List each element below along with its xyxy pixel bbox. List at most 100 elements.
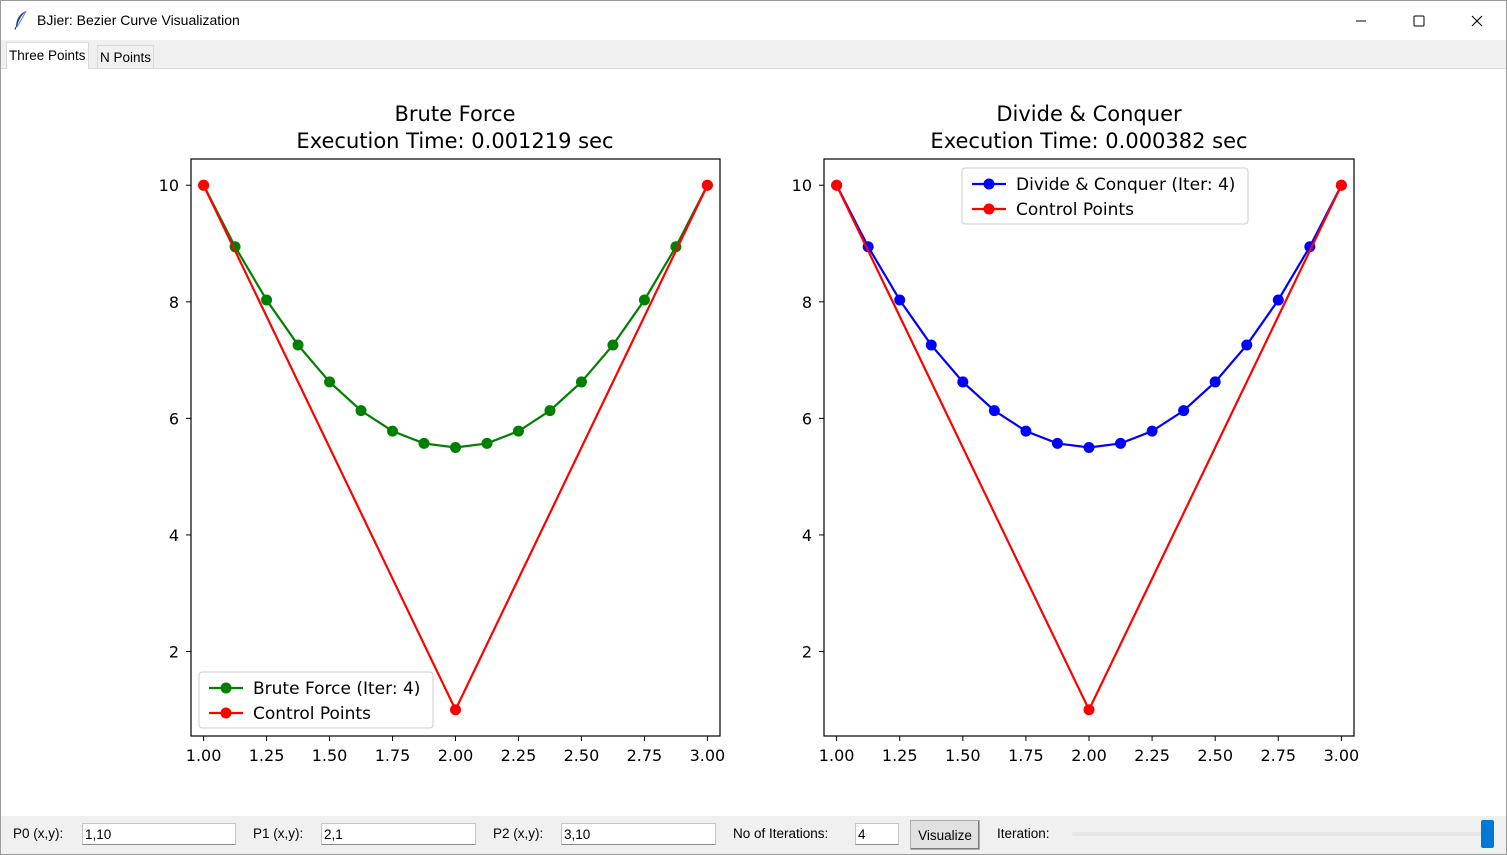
data-point xyxy=(1051,437,1063,449)
data-point xyxy=(481,437,493,449)
maximize-button[interactable] xyxy=(1390,1,1448,40)
close-icon xyxy=(1471,15,1483,26)
data-point xyxy=(1083,704,1095,716)
plots-svg: Brute Force Execution Time: 0.001219 sec 1… xyxy=(159,102,1360,765)
x-tick-label: 1.50 xyxy=(945,746,981,765)
series-control-points xyxy=(198,179,713,716)
plot-canvas-area: Brute Force Execution Time: 0.001219 sec 1… xyxy=(1,69,1506,816)
p2-label: P2 (x,y): xyxy=(493,826,544,841)
x-tick-label: 1.25 xyxy=(882,746,918,765)
p0-input[interactable] xyxy=(82,823,236,845)
data-point xyxy=(701,179,713,191)
data-point xyxy=(324,376,336,388)
chart-brute-force: Brute Force Execution Time: 0.001219 sec 1… xyxy=(159,102,726,765)
iterations-label: No of Iterations: xyxy=(733,826,829,841)
data-point xyxy=(292,339,304,351)
data-point xyxy=(957,376,969,388)
data-point xyxy=(418,437,430,449)
series-control-points xyxy=(831,179,1347,716)
chart-title: Brute Force xyxy=(395,102,516,126)
chart-title: Divide & Conquer xyxy=(996,102,1182,126)
x-tick-label: 2.00 xyxy=(1071,746,1107,765)
control-bar: P0 (x,y): P1 (x,y): P2 (x,y): No of Iter… xyxy=(1,816,1506,854)
legend-label: Control Points xyxy=(253,704,371,724)
x-tick-label: 1.00 xyxy=(819,746,855,765)
close-button[interactable] xyxy=(1448,1,1506,40)
title-bar[interactable]: BJier: Bezier Curve Visualization xyxy=(1,1,1506,40)
x-tick-label: 2.25 xyxy=(501,746,537,765)
iterations-input[interactable] xyxy=(855,823,899,845)
data-point xyxy=(512,425,524,437)
tab-bar: Three Points N Points xyxy=(1,40,1506,69)
p0-label: P0 (x,y): xyxy=(13,826,64,841)
p1-label: P1 (x,y): xyxy=(253,826,304,841)
data-point xyxy=(450,442,461,453)
x-tick-label: 2.75 xyxy=(627,746,663,765)
chart-subtitle: Execution Time: 0.001219 sec xyxy=(296,129,613,153)
x-tick-label: 2.25 xyxy=(1134,746,1170,765)
data-point xyxy=(1146,425,1158,437)
data-point xyxy=(544,405,556,417)
legend-marker xyxy=(983,178,995,190)
data-point xyxy=(1083,442,1095,453)
x-tick-label: 1.50 xyxy=(312,746,348,765)
series-line xyxy=(202,184,709,449)
y-tick-label: 6 xyxy=(169,409,179,428)
tab-n-points[interactable]: N Points xyxy=(97,45,155,68)
y-tick-label: 8 xyxy=(802,293,812,312)
legend-marker xyxy=(220,682,232,694)
legend-box xyxy=(198,671,434,729)
x-tick-label: 2.50 xyxy=(1197,746,1233,765)
legend-marker xyxy=(983,203,995,215)
legend-box xyxy=(961,167,1249,225)
data-point xyxy=(1178,405,1190,417)
data-point xyxy=(894,294,906,306)
x-tick-label: 1.25 xyxy=(249,746,285,765)
legend: Brute Force (Iter: 4) Control Points xyxy=(198,671,434,729)
maximize-icon xyxy=(1413,15,1425,26)
legend: Divide & Conquer (Iter: 4) Control Points xyxy=(961,167,1249,225)
y-tick-label: 6 xyxy=(802,409,812,428)
y-tick-label: 10 xyxy=(159,176,179,195)
p2-input[interactable] xyxy=(561,823,716,845)
legend-label: Control Points xyxy=(1016,200,1134,220)
y-tick-label: 8 xyxy=(169,293,179,312)
p1-input[interactable] xyxy=(321,823,476,845)
iteration-slider-thumb[interactable] xyxy=(1481,820,1494,848)
data-point xyxy=(1020,425,1032,437)
x-tick-label: 2.00 xyxy=(438,746,474,765)
iteration-slider-track[interactable] xyxy=(1072,832,1487,836)
x-tick-label: 2.75 xyxy=(1260,746,1296,765)
data-point xyxy=(638,294,650,306)
chart-subtitle: Execution Time: 0.000382 sec xyxy=(930,129,1247,153)
legend-label: Divide & Conquer (Iter: 4) xyxy=(1016,175,1235,195)
data-point xyxy=(355,405,367,417)
iteration-slider-label: Iteration: xyxy=(997,826,1050,841)
data-point xyxy=(450,704,461,716)
y-tick-label: 2 xyxy=(169,642,179,661)
data-point xyxy=(1209,376,1221,388)
x-tick-label: 1.00 xyxy=(186,746,222,765)
minimize-icon xyxy=(1356,20,1366,21)
y-tick-label: 4 xyxy=(802,526,812,545)
data-point xyxy=(261,294,273,306)
y-tick-label: 10 xyxy=(792,176,812,195)
data-point xyxy=(1335,179,1347,191)
data-point xyxy=(831,179,843,191)
series-line xyxy=(835,184,1343,449)
y-tick-label: 2 xyxy=(802,642,812,661)
data-point xyxy=(988,405,1000,417)
tab-three-points[interactable]: Three Points xyxy=(6,42,89,69)
series-curve xyxy=(198,179,713,453)
minimize-button[interactable] xyxy=(1332,1,1390,40)
data-point xyxy=(198,179,210,191)
data-point xyxy=(607,339,619,351)
series-curve xyxy=(831,179,1347,453)
x-tick-label: 2.50 xyxy=(564,746,600,765)
chart-divide-conquer: Divide & Conquer Execution Time: 0.000382… xyxy=(792,102,1360,765)
x-tick-label: 1.75 xyxy=(375,746,411,765)
x-tick-label: 1.75 xyxy=(1008,746,1044,765)
visualize-button[interactable]: Visualize xyxy=(910,820,980,850)
y-tick-label: 4 xyxy=(169,526,179,545)
